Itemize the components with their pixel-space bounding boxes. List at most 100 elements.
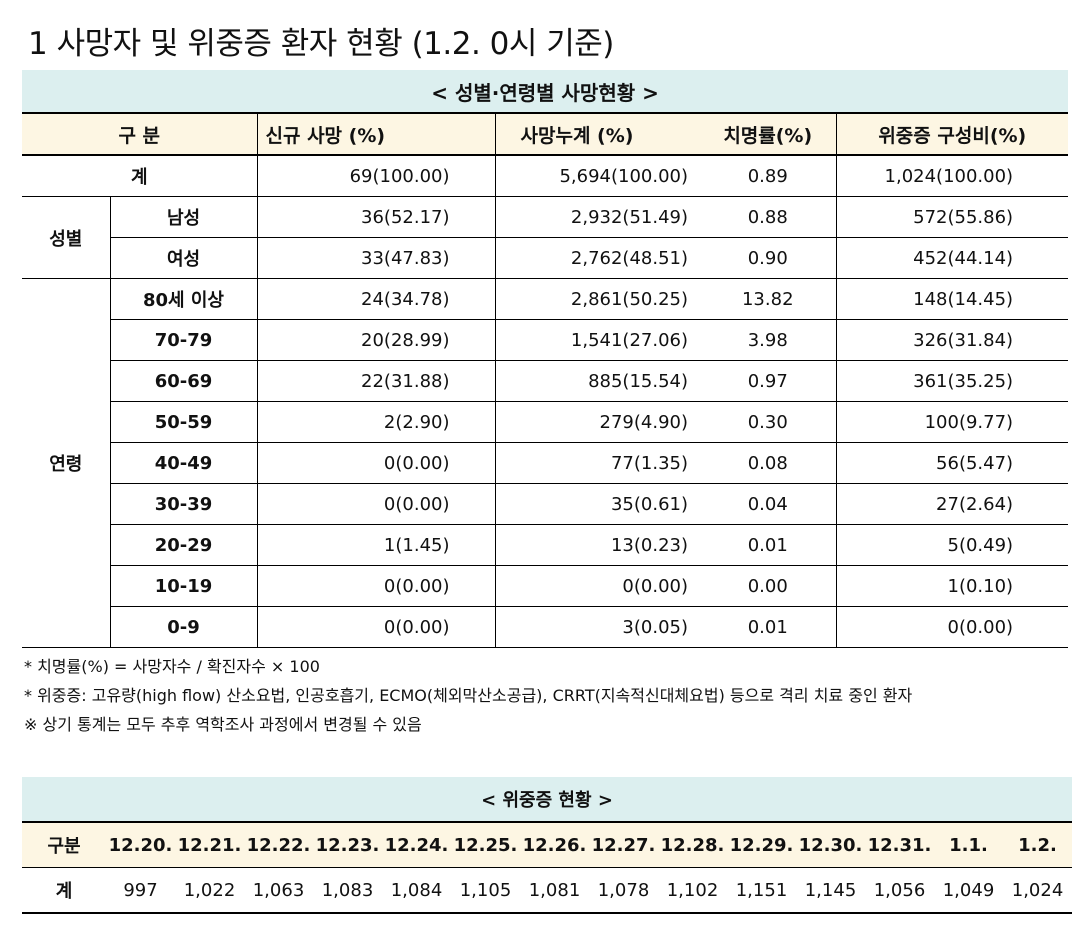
caption-row: < 위중증 현황 > [22, 777, 1073, 823]
severe-table-body: < 위중증 현황 > 구분 12.20. 12.21. 12.22. 12.23. 12.2… [22, 777, 1073, 914]
header-cell: 구 분 [22, 112, 257, 156]
value-cell: 13.82 [700, 278, 836, 320]
header-cell: 사망누계 (%) [494, 112, 700, 156]
death-table-body: < 성별·연령별 사망현황 > 구 분 신규 사망 (%) 사망누계 (%) 치명률(%… [22, 70, 1069, 648]
value-cell: 1,105 [451, 867, 520, 914]
value-cell: 35(0.61) [494, 483, 700, 525]
data-row: 여성 33(47.83) 2,762(48.51) 0.90 452(44.14) [22, 237, 1069, 279]
data-row: 50-59 2(2.90) 279(4.90) 0.30 100(9.77) [22, 401, 1069, 443]
value-cell: 361(35.25) [835, 360, 1069, 402]
row-label: 10-19 [110, 565, 257, 607]
row-label: 30-39 [110, 483, 257, 525]
value-cell: 1,145 [796, 867, 865, 914]
value-cell: 452(44.14) [835, 237, 1069, 279]
value-cell: 279(4.90) [494, 401, 700, 443]
value-cell: 1,063 [244, 867, 313, 914]
value-cell: 1(1.45) [256, 524, 495, 566]
data-row: 계 997 1,022 1,063 1,083 1,084 1,105 1,081 1,078 1… [22, 867, 1073, 914]
data-row: 연령 80세 이상 24(34.78) 2,861(50.25) 13.82 148(14… [22, 278, 1069, 648]
value-cell: 0.90 [700, 237, 836, 279]
data-row: 성별 남성 36(52.17) 2,932(51.49) 0.88 572(55.86) [22, 196, 1069, 279]
data-row: 60-69 22(31.88) 885(15.54) 0.97 361(35.25) [22, 360, 1069, 402]
value-cell: 1(0.10) [835, 565, 1069, 607]
data-row: 30-39 0(0.00) 35(0.61) 0.04 27(2.64) [22, 483, 1069, 525]
value-cell: 13(0.23) [494, 524, 700, 566]
value-cell: 1,078 [589, 867, 658, 914]
value-cell: 0(0.00) [256, 442, 495, 484]
row-label: 계 [22, 867, 106, 914]
row-label: 계 [22, 154, 257, 197]
row-label: 40-49 [110, 442, 257, 484]
value-cell: 1,151 [727, 867, 796, 914]
date-cell: 12.22. [244, 821, 313, 868]
value-cell: 0.01 [700, 606, 836, 648]
date-cell: 12.20. [106, 821, 175, 868]
value-cell: 27(2.64) [835, 483, 1069, 525]
value-cell: 1,541(27.06) [494, 319, 700, 361]
value-cell: 2,932(51.49) [494, 196, 700, 238]
value-cell: 0(0.00) [835, 606, 1069, 648]
row-label: 80세 이상 [110, 278, 257, 320]
date-cell: 12.23. [313, 821, 382, 868]
value-cell: 0.97 [700, 360, 836, 402]
value-cell: 0.04 [700, 483, 836, 525]
caption-row: < 성별·연령별 사망현황 > [22, 70, 1069, 114]
data-row: 10-19 0(0.00) 0(0.00) 0.00 1(0.10) [22, 565, 1069, 607]
notes: * 치명률(%) = 사망자수 / 확진자수 × 100 * 위중증: 고유량(h… [24, 652, 912, 739]
value-cell: 0.88 [700, 196, 836, 238]
value-cell: 56(5.47) [835, 442, 1069, 484]
note: * 위중증: 고유량(high flow) 산소요법, 인공호흡기, ECMO(… [24, 686, 913, 705]
row-label: 남성 [110, 196, 257, 238]
value-cell: 1,083 [313, 867, 382, 914]
data-row: 40-49 0(0.00) 77(1.35) 0.08 56(5.47) [22, 442, 1069, 484]
header-row: 구분 12.20. 12.21. 12.22. 12.23. 12.24. 12.25. 12… [22, 821, 1073, 868]
date-cell: 12.21. [175, 821, 244, 868]
value-cell: 0.89 [700, 154, 836, 197]
total-row: 계 69(100.00) 5,694(100.00) 0.89 1,024(100.00… [22, 154, 1069, 197]
value-cell: 0.01 [700, 524, 836, 566]
value-cell: 33(47.83) [256, 237, 495, 279]
row-label: 여성 [110, 237, 257, 279]
value-cell: 0(0.00) [256, 483, 495, 525]
value-cell: 0.08 [700, 442, 836, 484]
date-cell: 1.2. [1003, 821, 1073, 868]
note: ※ 상기 통계는 모두 추후 역학조사 과정에서 변경될 수 있음 [24, 715, 422, 734]
value-cell: 0(0.00) [256, 606, 495, 648]
value-cell: 2(2.90) [256, 401, 495, 443]
value-cell: 3.98 [700, 319, 836, 361]
row-label: 0-9 [110, 606, 257, 648]
value-cell: 1,056 [865, 867, 934, 914]
value-cell: 1,084 [382, 867, 451, 914]
value-cell: 1,081 [520, 867, 589, 914]
row-label: 20-29 [110, 524, 257, 566]
row-label: 50-59 [110, 401, 257, 443]
data-row: 0-9 0(0.00) 3(0.05) 0.01 0(0.00) [22, 606, 1069, 648]
value-cell: 69(100.00) [256, 154, 495, 197]
page-title: 1 사망자 및 위중증 환자 현황 (1.2. 0시 기준) [28, 26, 614, 62]
value-cell: 100(9.77) [835, 401, 1069, 443]
date-cell: 12.26. [520, 821, 589, 868]
date-cell: 12.31. [865, 821, 934, 868]
value-cell: 1,024(100.00) [835, 154, 1069, 197]
row-label: 60-69 [110, 360, 257, 402]
data-row: 70-79 20(28.99) 1,541(27.06) 3.98 326(31.84) [22, 319, 1069, 361]
value-cell: 2,762(48.51) [494, 237, 700, 279]
value-cell: 20(28.99) [256, 319, 495, 361]
value-cell: 0(0.00) [494, 565, 700, 607]
value-cell: 572(55.86) [835, 196, 1069, 238]
header-cell: 구분 [22, 821, 106, 868]
value-cell: 5(0.49) [835, 524, 1069, 566]
group-label: 연령 [22, 278, 111, 648]
value-cell: 5,694(100.00) [494, 154, 700, 197]
value-cell: 885(15.54) [494, 360, 700, 402]
date-cell: 12.29. [727, 821, 796, 868]
value-cell: 1,024 [1003, 867, 1073, 914]
header-row: 구 분 신규 사망 (%) 사망누계 (%) 치명률(%) 위중증 구성비(%) [22, 112, 1069, 156]
date-cell: 1.1. [934, 821, 1003, 868]
data-row: 20-29 1(1.45) 13(0.23) 0.01 5(0.49) [22, 524, 1069, 566]
value-cell: 24(34.78) [256, 278, 495, 320]
header-cell: 신규 사망 (%) [256, 112, 495, 156]
date-cell: 12.28. [658, 821, 727, 868]
value-cell: 0.00 [700, 565, 836, 607]
value-cell: 1,102 [658, 867, 727, 914]
